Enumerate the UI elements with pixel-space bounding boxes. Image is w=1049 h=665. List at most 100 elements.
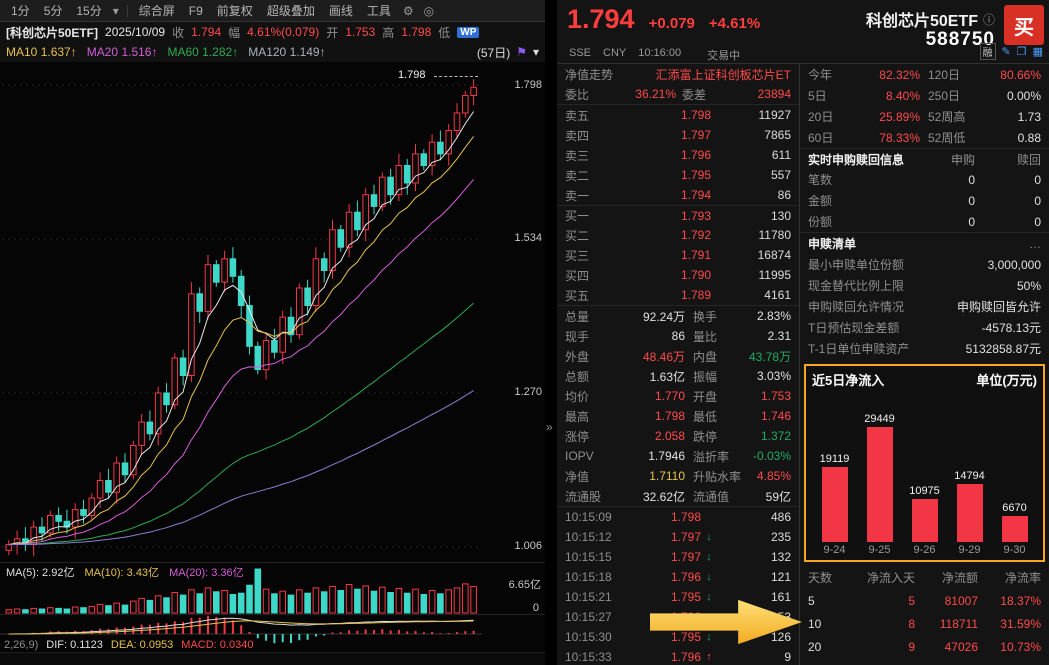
stat-row: 净值 1.7110 升贴水率 4.85% [565, 469, 791, 484]
bid-row-2[interactable]: 买二 1.792 11780 [565, 228, 791, 243]
tick-row: 10:15:18 1.796 ↓ 121 [565, 570, 791, 584]
collapse-handle-icon[interactable]: » [546, 420, 553, 434]
open-value: 1.753 [345, 25, 376, 39]
flow-bar-group: 29449 [861, 413, 899, 542]
price-axis-label: 1.006 [514, 540, 542, 552]
subscription-row: 笔数 0 0 [808, 172, 1041, 188]
last-price: 1.794 [567, 4, 635, 34]
margin-badge: 融 [979, 43, 996, 60]
bid-row-5[interactable]: 买五 1.789 4161 [565, 288, 791, 303]
volume-axis-max: 6.65亿 [508, 579, 541, 591]
net-inflow-dates: 9-24 9-25 9-26 9-29 9-30 [812, 542, 1037, 558]
vol-ma10-label: MA(10): 3.43亿 [84, 567, 160, 579]
stat-row: 总量 92.24万 换手 2.83% [565, 309, 791, 324]
tick-row: 10:15:09 1.798 486 [565, 510, 791, 524]
volume-svg [5, 568, 477, 614]
bid-row-4[interactable]: 买四 1.790 11995 [565, 268, 791, 283]
toolbar-divider [126, 4, 128, 17]
stat-row: 现手 86 量比 2.31 [565, 329, 791, 344]
trading-status: 交易中 [707, 50, 741, 62]
weicha-label: 委差 [682, 87, 707, 102]
net-inflow-title: 近5日净流入 [812, 373, 885, 388]
chg-label: 幅 [228, 25, 241, 40]
flag-icon[interactable]: ⚑ [516, 45, 527, 59]
flow-bar [911, 499, 938, 542]
stat-row: 涨停 2.058 跌停 1.372 [565, 429, 791, 444]
dif-label: DIF: 0.1123 [46, 639, 103, 651]
quote-panel: 净值走势 汇添富上证科创板芯片ET 委比 36.21% 委差 23894 卖五 1… [557, 64, 800, 665]
vol-ma20-label: MA(20): 3.36亿 [169, 567, 244, 579]
stat-row: 外盘 48.46万 内盘 43.78万 [565, 349, 791, 364]
fund-name-link[interactable]: 汇添富上证科创板芯片ET [655, 67, 791, 82]
date-label: 2025/10/09 [105, 25, 166, 39]
flow-bar-date: 9-25 [868, 544, 891, 556]
close-label: 收 [172, 25, 185, 40]
candlestick-chart[interactable]: 1.798 1.534 1.270 1.006 1.798 [0, 62, 545, 562]
inflow-table-row: 20 9 47026 10.73% [808, 639, 1041, 654]
super-overlay-button[interactable]: 超级叠加 [266, 4, 315, 18]
composite-screen-button[interactable]: 综合屏 [138, 4, 175, 18]
crosshair-icon[interactable]: ◎ [423, 3, 435, 18]
ma60-label: MA60 1.282↑ [167, 45, 239, 59]
kline-info-bar: [科创芯片50ETF] 2025/10/09 收 1.794 幅 4.61%(0… [0, 22, 545, 42]
bottom-strip [0, 652, 545, 665]
window-icon[interactable]: ❐ [1016, 46, 1027, 58]
macd-pane[interactable]: 2,26,9) DIF: 0.1123 DEA: 0.0953 MACD: 0.… [0, 614, 545, 652]
ask-row-5[interactable]: 卖五 1.798 11927 [565, 108, 791, 123]
ask-row-3[interactable]: 卖三 1.796 611 [565, 148, 791, 163]
period-1min-button[interactable]: 1分 [11, 4, 30, 18]
flow-bar-date: 9-30 [1003, 544, 1026, 556]
settings-gear-icon[interactable]: ⚙ [402, 3, 414, 18]
creation-list-row: 申购赎回允许情况 申购赎回皆允许 [808, 300, 1041, 314]
high-price-annotation: 1.798 [398, 69, 426, 81]
period-5min-button[interactable]: 5分 [43, 4, 63, 18]
period-15min-button[interactable]: 15分 [76, 4, 102, 18]
buy-button[interactable]: 买 [1004, 5, 1044, 45]
returns-row: 5日 8.40% 250日 0.00% [808, 88, 1041, 104]
quote-region: 1.794 +0.079 +4.61% SSE CNY 10:16:00 交易中… [557, 0, 1049, 665]
tick-row: 10:15:12 1.797 ↓ 235 [565, 530, 791, 544]
ask-row-2[interactable]: 卖二 1.795 557 [565, 168, 791, 183]
flow-bar-value: 6670 [1002, 502, 1027, 514]
fund-info-panel: 今年 82.32% 120日 80.66% 5日 8.40% 250日 0.00% 20日 2… [800, 64, 1049, 665]
nav-tab-nav-trend[interactable]: 净值走势 [565, 67, 614, 82]
tools-button[interactable]: 工具 [366, 4, 391, 18]
bid-row-3[interactable]: 买三 1.791 16874 [565, 248, 791, 263]
info-icon[interactable]: ⓘ [982, 12, 995, 27]
open-label: 开 [326, 25, 339, 40]
creation-list-row: T日预估现金差额 -4578.13元 [808, 321, 1041, 335]
ma-indicator-bar: MA10 1.637↑ MA20 1.516↑ MA60 1.282↑ MA12… [0, 42, 545, 62]
bid-row-1[interactable]: 买一 1.793 130 [557, 205, 799, 225]
weibi-value: 36.21% [635, 87, 676, 101]
order-book: 卖五 1.798 11927 卖四 1.797 7865 卖三 1.796 611 卖二 1.… [557, 104, 799, 306]
ask-row-1[interactable]: 卖一 1.794 86 [565, 188, 791, 203]
draw-line-button[interactable]: 画线 [328, 4, 353, 18]
creation-list-row: 现金替代比例上限 50% [808, 278, 1041, 294]
wp-badge[interactable]: WP [457, 26, 480, 38]
period-dropdown-icon[interactable]: ▾ [112, 3, 119, 18]
grid-icon[interactable]: ▦ [1032, 46, 1043, 58]
panel-splitter[interactable]: » [545, 0, 557, 665]
flow-bar-value: 10975 [909, 485, 940, 497]
stat-row: 总额 1.63亿 振幅 3.03% [565, 369, 791, 384]
volume-axis-zero: 0 [532, 602, 539, 614]
f9-button[interactable]: F9 [188, 3, 203, 18]
subscription-row: 份额 0 0 [808, 214, 1041, 230]
more-icon[interactable]: … [1029, 236, 1041, 251]
forward-adjust-button[interactable]: 前复权 [216, 4, 253, 18]
flow-bar-group: 10975 [906, 485, 944, 542]
quote-header: 1.794 +0.079 +4.61% SSE CNY 10:16:00 交易中… [557, 0, 1049, 64]
flow-bar-value: 14794 [954, 470, 985, 482]
collapse-caret-icon[interactable]: ▾ [532, 45, 539, 59]
flow-bar [1001, 516, 1028, 542]
volume-pane[interactable]: MA(5): 2.92亿 MA(10): 3.43亿 MA(20): 3.36亿… [0, 562, 545, 614]
flow-bar [821, 467, 848, 542]
stat-row: 均价 1.770 开盘 1.753 [565, 389, 791, 404]
ask-row-4[interactable]: 卖四 1.797 7865 [565, 128, 791, 143]
high-label: 高 [382, 25, 395, 40]
quote-time: 10:16:00 [638, 47, 682, 59]
stat-row: IOPV 1.7946 溢折率 -0.03% [565, 449, 791, 464]
edit-icon[interactable]: ✎ [1001, 46, 1011, 58]
currency-label: CNY [603, 47, 627, 59]
